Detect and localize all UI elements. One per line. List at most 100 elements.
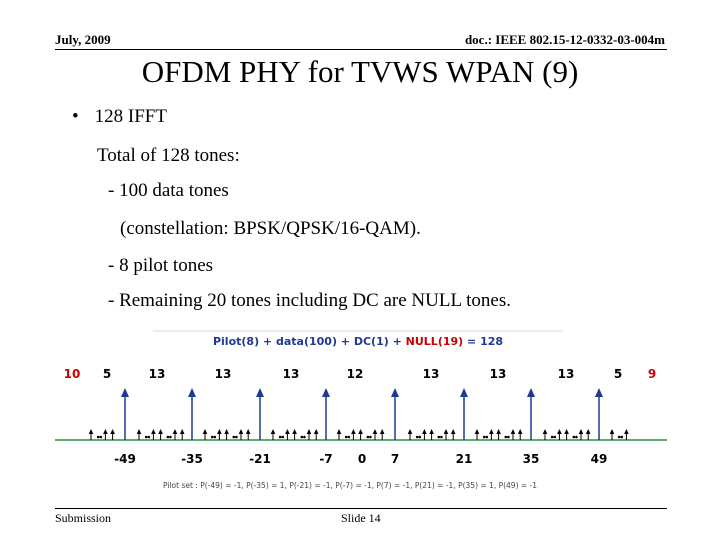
data-tone-dot bbox=[347, 435, 351, 439]
segment-count-label: 5 bbox=[103, 367, 111, 381]
bullet-dot-icon: • bbox=[72, 106, 79, 127]
data-tone-dot bbox=[213, 435, 217, 439]
data-tone-dot bbox=[144, 435, 148, 439]
pilot-arrow-head bbox=[460, 388, 468, 397]
header-doc-id: doc.: IEEE 802.15-12-0332-03-004m bbox=[464, 32, 665, 47]
pilot-arrow-head bbox=[595, 388, 603, 397]
data-tone-head bbox=[542, 429, 548, 434]
data-tone-head bbox=[557, 429, 562, 434]
segment-count-label: 13 bbox=[558, 367, 575, 381]
data-tone-head bbox=[379, 429, 385, 434]
data-tone-head bbox=[217, 429, 222, 434]
data-tone-head bbox=[422, 429, 427, 434]
data-tone-dot bbox=[300, 435, 304, 439]
pilot-arrow-head bbox=[322, 388, 330, 397]
data-tone-dot bbox=[210, 435, 214, 439]
segment-count-label: 13 bbox=[283, 367, 300, 381]
segment-count-label: 10 bbox=[64, 367, 81, 381]
data-tone-dot bbox=[620, 435, 624, 439]
segment-count-label: 5 bbox=[614, 367, 622, 381]
data-tone-head bbox=[224, 429, 229, 434]
data-tone-head bbox=[151, 429, 156, 434]
data-tone-head bbox=[285, 429, 290, 434]
pilot-arrow-head bbox=[121, 388, 129, 397]
data-tone-head bbox=[351, 429, 356, 434]
data-tone-head bbox=[158, 429, 163, 434]
data-tone-head bbox=[336, 429, 342, 434]
pilot-index-label: 21 bbox=[456, 452, 473, 466]
footer-submission: Submission bbox=[55, 511, 112, 525]
slide-title: OFDM PHY for TVWS WPAN (9) bbox=[141, 54, 579, 89]
data-tone-dot bbox=[169, 435, 172, 439]
pilot-index-label: -7 bbox=[319, 452, 332, 466]
pilot-index-label: -49 bbox=[114, 452, 136, 466]
data-tone-dot bbox=[617, 435, 621, 439]
data-tone-head bbox=[578, 429, 584, 434]
segment-count-label: 13 bbox=[215, 367, 232, 381]
data-tone-head bbox=[517, 429, 523, 434]
body-line-total: Total of 128 tones: bbox=[97, 145, 240, 166]
data-tone-head bbox=[202, 429, 208, 434]
data-tone-head bbox=[474, 429, 480, 434]
data-tone-head bbox=[179, 429, 185, 434]
bullet-item: • 128 IFFT bbox=[72, 106, 167, 128]
pilot-index-label: 7 bbox=[391, 452, 399, 466]
segment-count-label: 12 bbox=[347, 367, 364, 381]
data-tone-dot bbox=[415, 435, 419, 439]
data-tone-head bbox=[510, 429, 516, 434]
data-tone-head bbox=[270, 429, 276, 434]
pilot-arrow-head bbox=[391, 388, 399, 397]
data-tone-dot bbox=[418, 435, 422, 439]
data-tone-dot bbox=[482, 435, 486, 439]
data-tone-head bbox=[429, 429, 434, 434]
data-tone-dot bbox=[166, 435, 170, 439]
pilot-index-label: 49 bbox=[591, 452, 608, 466]
data-tone-dot bbox=[440, 435, 443, 439]
data-tone-dot bbox=[96, 435, 100, 439]
pilot-index-label: 35 bbox=[523, 452, 540, 466]
data-tone-dot bbox=[507, 435, 510, 439]
data-tone-head bbox=[136, 429, 142, 434]
data-tone-dot bbox=[504, 435, 508, 439]
data-tone-dot bbox=[147, 435, 151, 439]
data-tone-dot bbox=[553, 435, 557, 439]
data-tone-dot bbox=[437, 435, 441, 439]
pilot-arrow-head bbox=[188, 388, 196, 397]
data-tone-dot bbox=[572, 435, 576, 439]
data-tone-head bbox=[88, 429, 94, 434]
data-tone-head bbox=[110, 429, 115, 434]
data-tone-head bbox=[564, 429, 569, 434]
data-tone-head bbox=[609, 429, 615, 434]
data-tone-head bbox=[372, 429, 378, 434]
segment-count-label: 9 bbox=[648, 367, 656, 381]
caption-part: = 128 bbox=[463, 335, 503, 348]
data-tone-dot bbox=[232, 435, 236, 439]
data-tone-head bbox=[245, 429, 251, 434]
data-tone-dot bbox=[550, 435, 554, 439]
footer-rule bbox=[55, 508, 667, 509]
data-tone-dot bbox=[235, 435, 238, 439]
bullet-text: 128 IFFT bbox=[94, 106, 167, 127]
data-tone-head bbox=[306, 429, 312, 434]
data-tone-head bbox=[450, 429, 456, 434]
data-tone-dot bbox=[344, 435, 348, 439]
data-tone-dot bbox=[485, 435, 489, 439]
data-tone-head bbox=[172, 429, 178, 434]
segment-count-label: 13 bbox=[149, 367, 166, 381]
data-tone-dot bbox=[303, 435, 306, 439]
header-date: July, 2009 bbox=[55, 32, 111, 47]
data-tone-dot bbox=[575, 435, 578, 439]
data-tone-dot bbox=[369, 435, 372, 439]
data-tone-head bbox=[443, 429, 449, 434]
segment-count-label: 13 bbox=[490, 367, 507, 381]
data-tone-head bbox=[489, 429, 494, 434]
data-tone-head bbox=[358, 429, 363, 434]
pilot-set-text: Pilot set : P(-49) = -1, P(-35) = 1, P(-… bbox=[163, 481, 537, 490]
segment-count-label: 13 bbox=[423, 367, 440, 381]
subcarrier-diagram: Pilot(8) + data(100) + DC(1) + NULL(19) … bbox=[55, 330, 667, 490]
pilot-arrow-head bbox=[256, 388, 264, 397]
data-tone-head bbox=[585, 429, 591, 434]
header-rule bbox=[55, 49, 667, 50]
caption-part: NULL(19) bbox=[406, 335, 464, 348]
pilot-arrow-head bbox=[527, 388, 535, 397]
